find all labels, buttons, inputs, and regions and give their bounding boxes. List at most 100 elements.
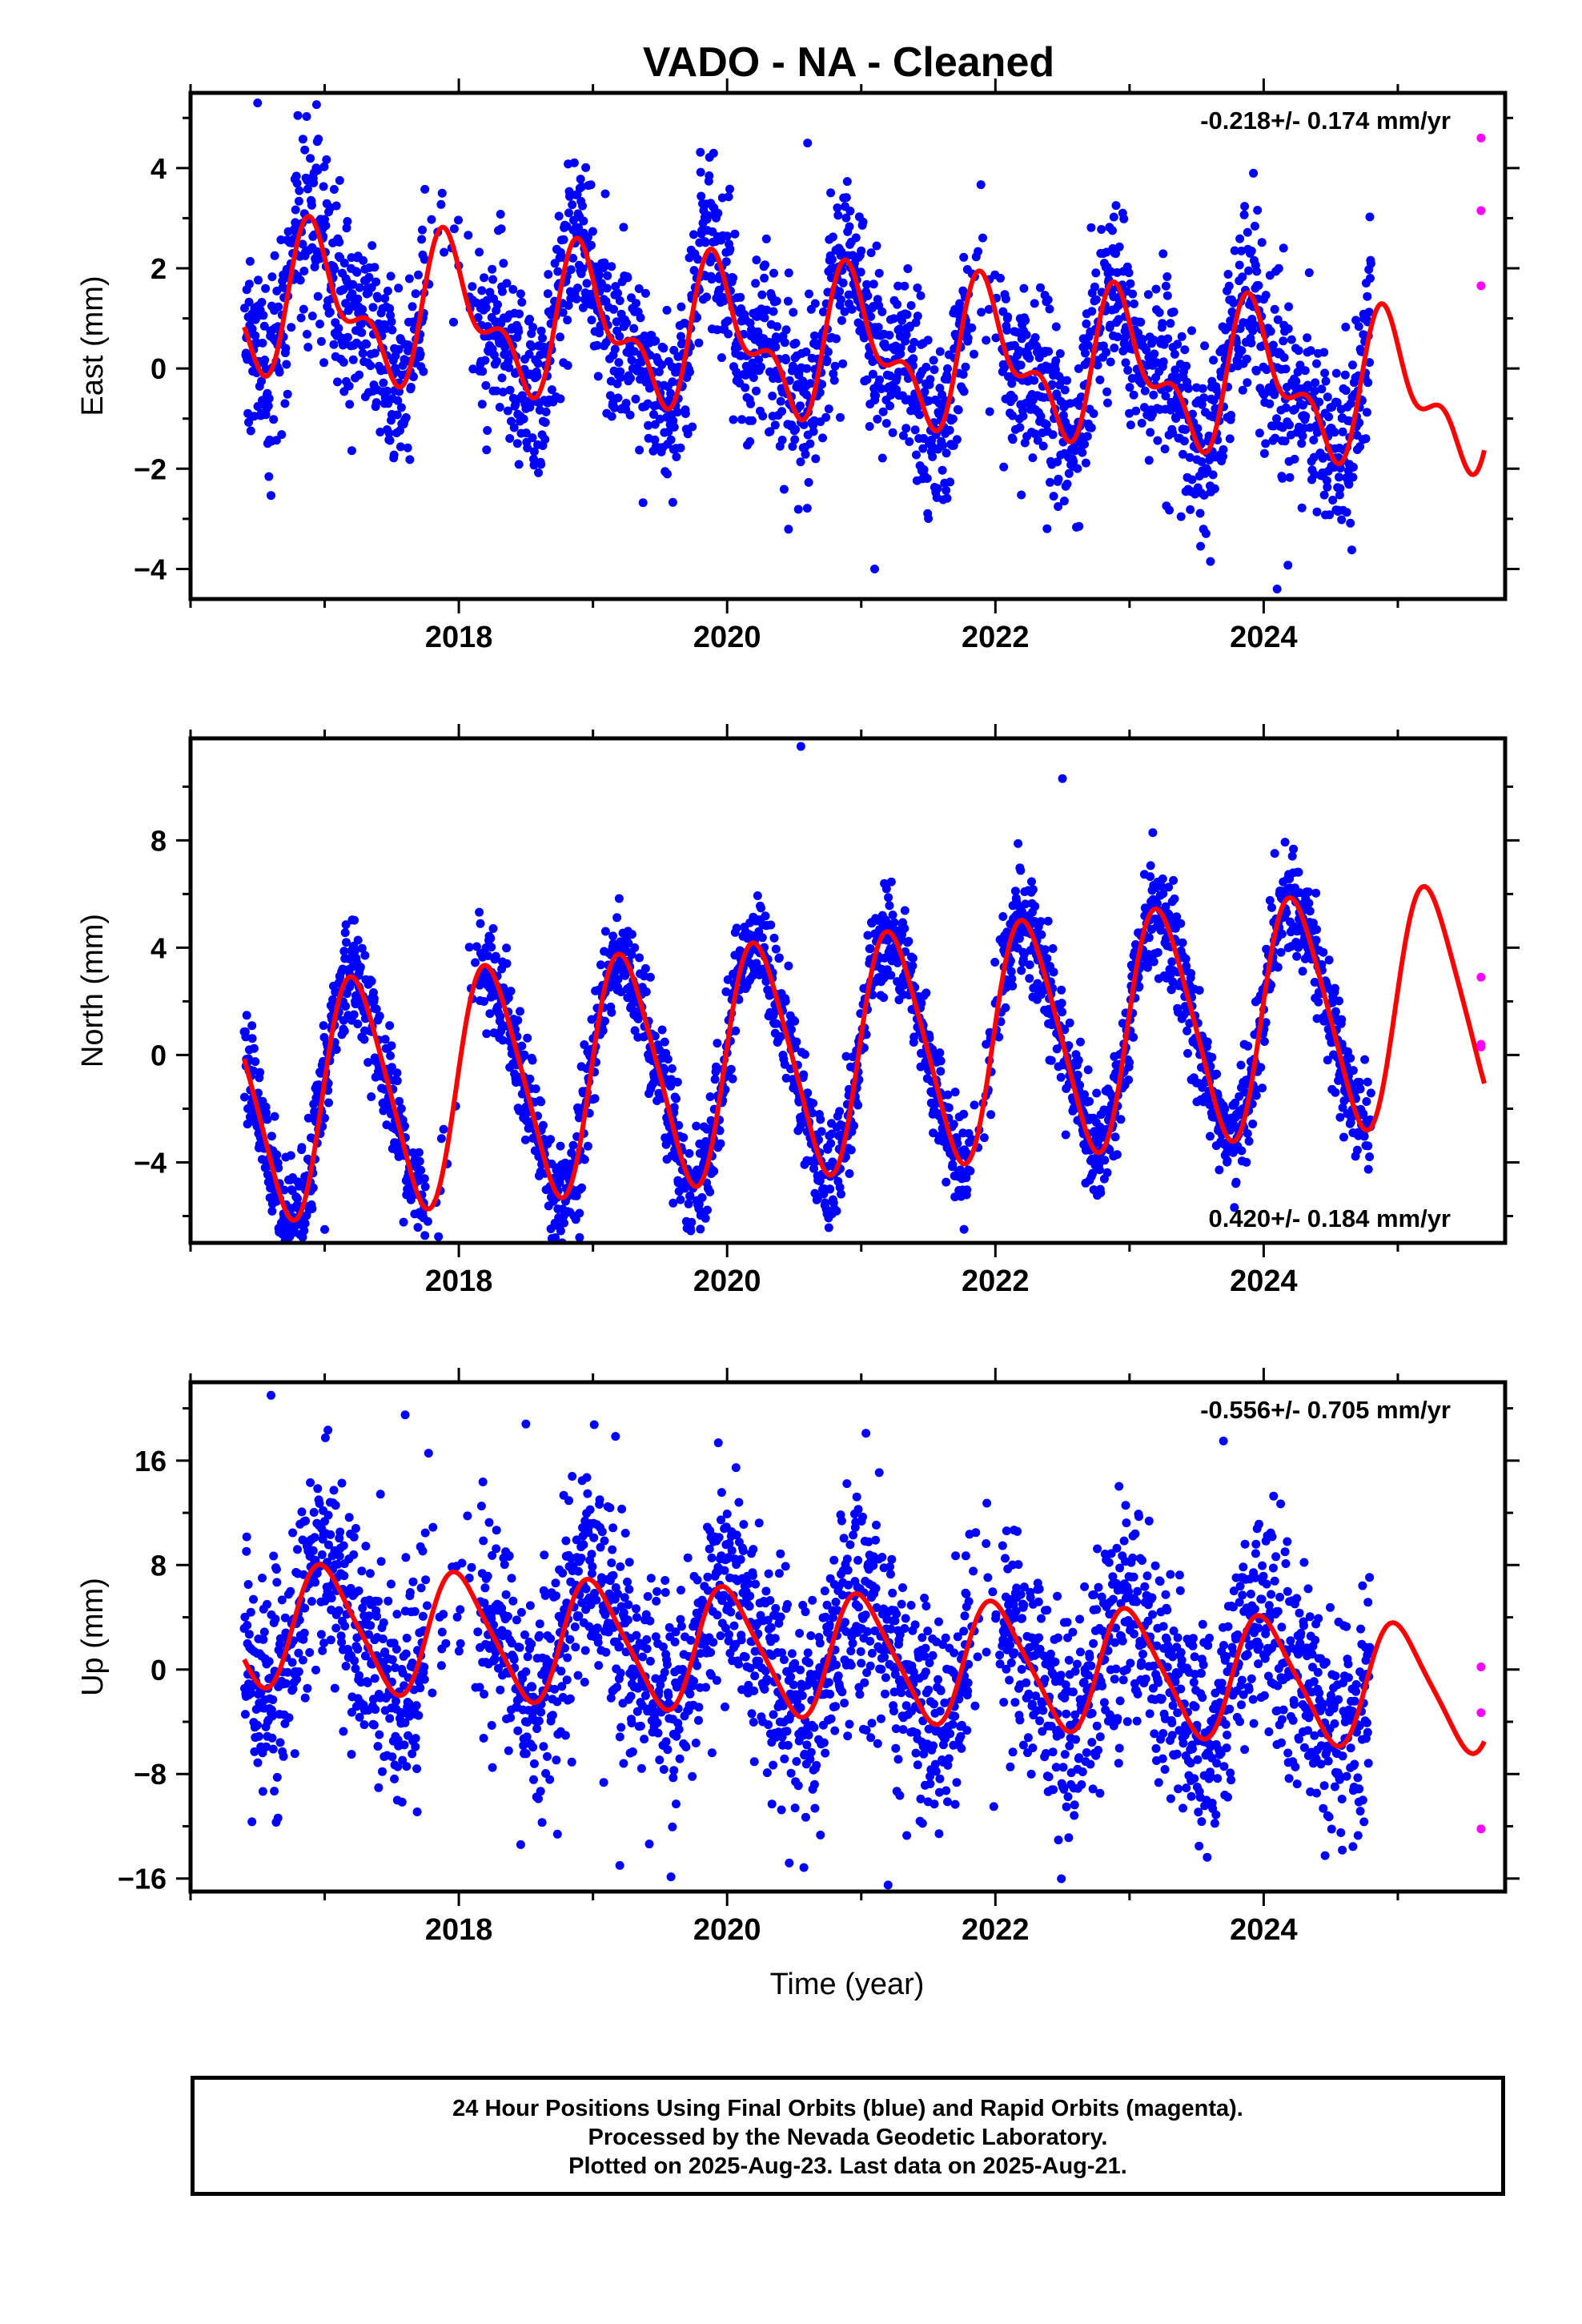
final-orbit-point: [1261, 291, 1271, 300]
final-orbit-point: [1235, 260, 1244, 270]
final-orbit-point: [1165, 505, 1174, 515]
final-orbit-point: [1048, 944, 1058, 953]
final-orbit-point: [247, 1034, 257, 1043]
final-orbit-point: [1143, 290, 1153, 300]
final-orbit-point: [676, 443, 685, 452]
final-orbit-point: [721, 257, 731, 267]
final-orbit-point: [484, 951, 493, 960]
final-orbit-point: [936, 1056, 946, 1066]
final-orbit-point: [1168, 428, 1178, 438]
final-orbit-point: [1006, 967, 1016, 976]
final-orbit-point: [574, 1113, 584, 1123]
final-orbit-point: [1240, 1088, 1250, 1097]
final-orbit-point: [1330, 983, 1339, 993]
final-orbit-point: [536, 1097, 546, 1107]
final-orbit-point: [480, 997, 489, 1006]
final-orbit-point: [313, 292, 323, 301]
final-orbit-point: [772, 296, 781, 306]
final-orbit-point: [566, 265, 576, 275]
final-orbit-point: [1078, 448, 1087, 457]
final-orbit-point: [640, 288, 650, 298]
final-orbit-point: [523, 443, 532, 452]
final-orbit-point: [1223, 270, 1233, 279]
final-orbit-point: [523, 1033, 532, 1043]
final-orbit-point: [1036, 283, 1045, 292]
final-orbit-point: [815, 1176, 825, 1186]
final-orbit-point: [303, 343, 313, 352]
final-orbit-point: [1230, 246, 1239, 255]
final-orbit-point: [308, 1183, 318, 1192]
final-orbit-point: [809, 1164, 818, 1173]
final-orbit-point: [745, 318, 755, 328]
final-orbit-point: [538, 1120, 548, 1130]
final-orbit-point: [952, 435, 962, 444]
final-orbit-point: [1042, 524, 1052, 533]
final-orbit-point: [900, 906, 909, 915]
final-orbit-point: [858, 217, 868, 227]
final-orbit-point: [1280, 838, 1290, 847]
final-orbit-point: [776, 1031, 785, 1041]
final-orbit-point: [796, 401, 805, 411]
final-orbit-point: [1301, 412, 1311, 421]
final-orbit-point: [468, 282, 477, 292]
final-orbit-point: [1243, 1129, 1252, 1138]
final-orbit-point: [729, 273, 738, 283]
final-orbit-point: [286, 1151, 295, 1160]
final-orbit-point: [769, 268, 778, 278]
final-orbit-point: [1173, 340, 1182, 349]
final-orbit-point: [1046, 477, 1054, 487]
final-orbit-point: [436, 199, 446, 209]
final-orbit-point: [773, 322, 782, 332]
final-orbit-point: [1146, 861, 1155, 870]
final-orbit-point: [1036, 412, 1046, 421]
final-orbit-point: [857, 320, 866, 330]
final-orbit-point: [396, 1104, 406, 1113]
final-orbit-point: [900, 281, 909, 291]
final-orbit-point: [902, 310, 912, 320]
final-orbit-point: [1266, 327, 1275, 336]
final-orbit-point: [787, 1025, 796, 1035]
final-orbit-point: [525, 315, 534, 324]
final-orbit-point: [516, 289, 525, 299]
final-orbit-point: [504, 993, 513, 1003]
final-orbit-point: [1268, 340, 1278, 350]
final-orbit-point: [1059, 497, 1069, 506]
final-orbit-point: [1118, 1019, 1127, 1028]
final-orbit-point: [476, 919, 485, 928]
final-orbit-point: [866, 312, 876, 321]
final-orbit-point: [1312, 507, 1322, 517]
final-orbit-point: [1076, 1037, 1085, 1047]
final-orbit-point: [482, 445, 492, 455]
final-orbit-point: [291, 171, 301, 181]
final-orbit-point: [1073, 464, 1082, 473]
final-orbit-point: [1255, 428, 1264, 438]
final-orbit-point: [942, 448, 951, 458]
final-orbit-point: [959, 387, 969, 396]
final-orbit-point: [1224, 281, 1234, 291]
final-orbit-point: [1092, 1088, 1102, 1098]
final-orbit-point: [468, 364, 478, 374]
final-orbit-point: [747, 416, 757, 425]
final-orbit-point: [568, 253, 578, 263]
final-orbit-point: [1153, 436, 1162, 445]
final-orbit-point: [613, 393, 623, 403]
final-orbit-point: [1236, 1060, 1246, 1070]
final-orbit-point: [930, 1100, 940, 1109]
y-tick-label: 0: [151, 352, 167, 385]
final-orbit-point: [492, 356, 502, 366]
final-orbit-point: [560, 1218, 569, 1228]
final-orbit-point: [826, 1139, 836, 1148]
final-orbit-point: [1181, 954, 1191, 963]
final-orbit-point: [1091, 295, 1101, 304]
final-orbit-point: [694, 338, 704, 348]
final-orbit-point: [705, 171, 714, 180]
final-orbit-point: [684, 1199, 693, 1208]
final-orbit-point: [1311, 935, 1321, 945]
final-orbit-point: [488, 275, 498, 284]
final-orbit-point: [1285, 420, 1295, 430]
final-orbit-point: [1091, 268, 1101, 278]
final-orbit-point: [1201, 529, 1211, 538]
final-orbit-point: [1206, 557, 1215, 566]
final-orbit-point: [241, 1032, 251, 1042]
final-orbit-point: [651, 336, 661, 346]
